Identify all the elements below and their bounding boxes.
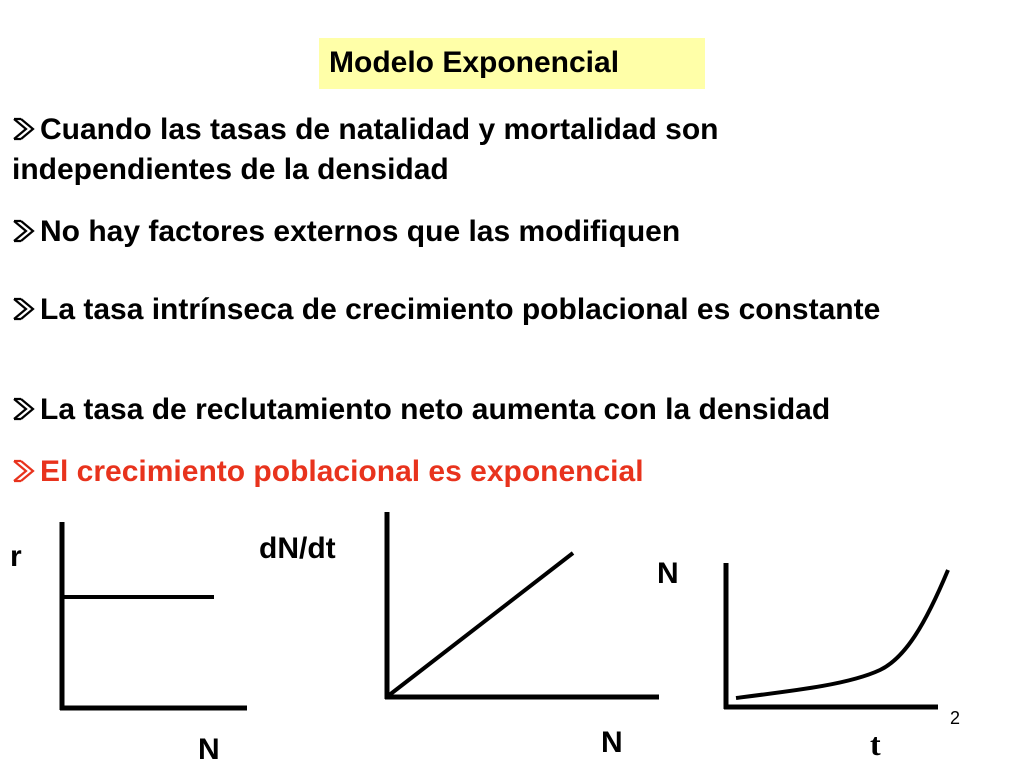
bullet-item-2: No hay factores externos que las modifiq…	[12, 212, 932, 252]
graph2-x-label: N	[601, 726, 623, 759]
page-number: 2	[950, 708, 961, 728]
bullet-text-4: La tasa de reclutamiento neto aumenta co…	[40, 393, 831, 426]
graph-dndt-vs-n	[384, 512, 659, 700]
graph1-y-label: r	[10, 540, 22, 573]
graph3-exponential-curve	[735, 569, 950, 700]
graph1-x-label: N	[198, 733, 220, 766]
bullet-text-1: Cuando las tasas de natalidad y mortalid…	[12, 113, 719, 186]
bullet-text-3: La tasa intrínseca de crecimiento poblac…	[40, 293, 881, 326]
bullet-item-1: Cuando las tasas de natalidad y mortalid…	[12, 110, 932, 190]
graph3-y-label: N	[657, 557, 679, 590]
bullet-text-5: El crecimiento poblacional es exponencia…	[40, 455, 644, 488]
bullet-item-3: La tasa intrínseca de crecimiento poblac…	[12, 290, 932, 330]
graph-n-vs-t	[723, 563, 950, 710]
graph2-linear-line	[386, 551, 575, 698]
arrow-bullet-icon	[13, 459, 35, 483]
graphs-drawing	[59, 512, 950, 711]
bullet-text-2: No hay factores externos que las modifiq…	[40, 215, 681, 248]
graph-r-vs-n	[59, 522, 247, 711]
arrow-bullet-icon	[13, 297, 35, 321]
graph3-x-label: t	[870, 726, 881, 762]
arrow-bullet-icon	[13, 219, 35, 243]
graph2-y-label: dN/dt	[259, 532, 336, 565]
arrow-bullet-icon	[13, 117, 35, 141]
title-box: Modelo Exponencial	[319, 38, 705, 89]
arrow-bullet-icon	[13, 397, 35, 421]
slide-title: Modelo Exponencial	[329, 46, 620, 79]
bullet-item-5: El crecimiento poblacional es exponencia…	[12, 452, 932, 492]
bullet-item-4: La tasa de reclutamiento neto aumenta co…	[12, 390, 932, 430]
